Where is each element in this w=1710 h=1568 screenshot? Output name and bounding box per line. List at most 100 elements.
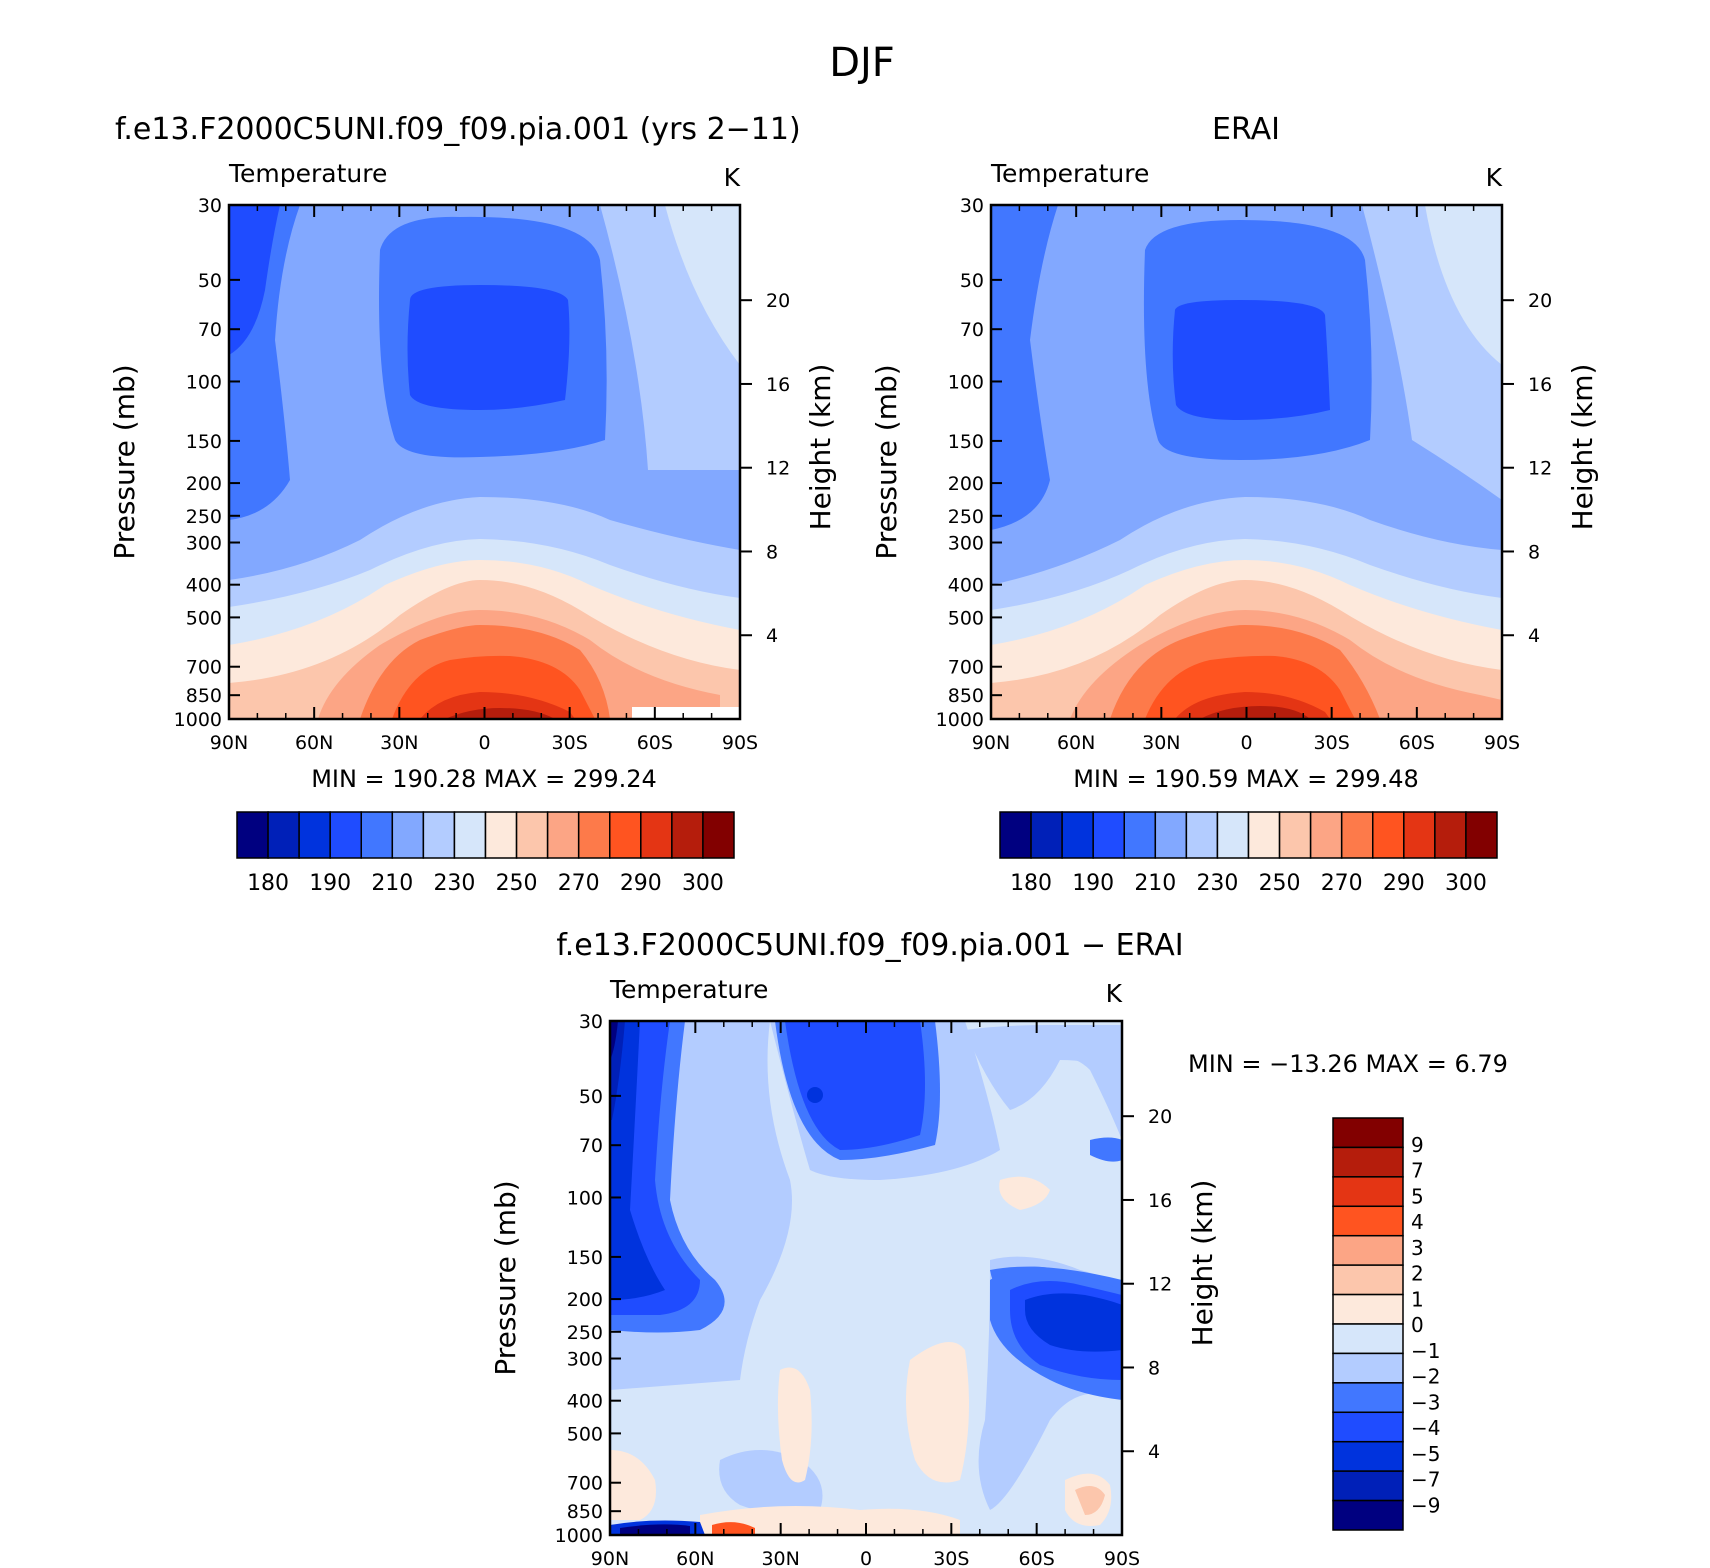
panel-diff-colorbar-label: −4 (1411, 1416, 1440, 1440)
panel-diff-y-tick-label: 70 (579, 1135, 603, 1157)
panel-diff-y2-axis-label: Height (km) (1186, 1180, 1219, 1347)
panel-obs-y-tick-label: 150 (948, 431, 984, 453)
panel-diff-variable-label: Temperature (609, 975, 768, 1004)
panel-obs-x-tick-label: 0 (1240, 732, 1252, 754)
panel-model-colorbar-label: 190 (309, 871, 351, 896)
panel-model-y-tick-label: 500 (186, 607, 222, 629)
panel-obs-y-tick-label: 50 (960, 270, 984, 292)
panel-obs-y2-tick-label: 8 (1528, 541, 1540, 563)
panel-model-colorbar-label: 290 (620, 871, 662, 896)
panel-model-y-tick-label: 30 (198, 195, 222, 217)
panel-model-y2-axis-label: Height (km) (804, 364, 837, 531)
panel-diff-y2-tick-label: 8 (1148, 1357, 1160, 1379)
panel-obs-colorbar-label: 290 (1383, 871, 1425, 896)
panel-obs-y-tick-label: 500 (948, 607, 984, 629)
panel-model-y-tick-label: 850 (186, 685, 222, 707)
panel-diff-y2-tick-label: 20 (1148, 1106, 1172, 1128)
panel-model-colorbar-swatch (702, 811, 735, 859)
panel-model-y-tick-label: 100 (186, 371, 222, 393)
panel-obs-y-tick-label: 300 (948, 533, 984, 555)
panel-diff-colorbar-label: −1 (1411, 1339, 1440, 1363)
panel-diff-colorbar-label: 1 (1411, 1287, 1424, 1311)
panel-diff-colorbar-label: 5 (1411, 1184, 1424, 1208)
panel-obs-units-label: K (1486, 163, 1503, 192)
panel-obs-colorbar-label: 230 (1196, 871, 1238, 896)
panel-diff-y2-tick-label: 16 (1148, 1190, 1172, 1212)
panel-obs-y-tick-label: 200 (948, 473, 984, 495)
panel-diff: f.e13.F2000C5UNI.f09_f09.pia.001 − ERAI … (489, 928, 1508, 1568)
panel-obs-y-tick-label: 70 (960, 319, 984, 341)
panel-obs-y2-tick-label: 20 (1528, 290, 1552, 312)
panel-model-colorbar-swatch (267, 811, 300, 859)
panel-model-colorbar-label: 300 (682, 871, 724, 896)
panel-model-colorbar-swatch (329, 811, 362, 859)
panel-obs-colorbar-label: 180 (1010, 871, 1052, 896)
panel-model-colorbar-label: 210 (371, 871, 413, 896)
panel-diff-colorbar-swatch (1332, 1176, 1404, 1208)
panel-obs-colorbar-swatch (1123, 811, 1157, 859)
panel-obs-y-axis-label: Pressure (mb) (870, 364, 903, 559)
panel-diff-colorbar-swatch (1332, 1352, 1404, 1384)
panel-model-y-tick-label: 400 (186, 575, 222, 597)
panel-model-colorbar-label: 270 (558, 871, 600, 896)
panel-diff-y-tick-label: 300 (567, 1349, 603, 1371)
panel-diff-y2-tick-label: 12 (1148, 1274, 1172, 1296)
panel-model-y2-tick-label: 20 (766, 290, 790, 312)
panel-model-y2-tick-label: 12 (766, 458, 790, 480)
panel-diff-colorbar-label: −9 (1411, 1493, 1440, 1517)
panel-model-y2-tick-label: 16 (766, 374, 790, 396)
panel-obs-colorbar-label: 250 (1259, 871, 1301, 896)
panel-diff-colorbar-label: −5 (1411, 1442, 1440, 1466)
panel-model-colorbar-label: 250 (496, 871, 538, 896)
panel-obs-y-tick-label: 1000 (936, 709, 984, 731)
panel-diff-colorbar-label: 4 (1411, 1210, 1424, 1234)
panel-obs-y-tick-label: 250 (948, 506, 984, 528)
panel-diff-colorbar-label: −3 (1411, 1390, 1440, 1414)
panel-diff-y-tick-label: 50 (579, 1086, 603, 1108)
panel-diff-y-tick-label: 30 (579, 1011, 603, 1033)
panel-model-colorbar: 180 190 210 230 250 270 290 300 (236, 811, 735, 896)
panel-obs-colorbar-label: 270 (1321, 871, 1363, 896)
panel-diff-y-tick-label: 100 (567, 1187, 603, 1209)
panel-diff-colorbar-swatch (1332, 1293, 1404, 1325)
panel-diff-y-tick-label: 200 (567, 1289, 603, 1311)
panel-model-x-tick-label: 0 (478, 732, 490, 754)
panel-obs-x-tick-label: 60N (1057, 732, 1095, 754)
panel-model-colorbar-swatch (453, 811, 487, 859)
panel-model-y-tick-label: 700 (186, 657, 222, 679)
panel-diff-colorbar-label: −2 (1411, 1365, 1440, 1389)
panel-obs-colorbar-swatch (1185, 811, 1219, 859)
panel-diff-colorbar-label: 3 (1411, 1236, 1424, 1260)
panel-model-y-tick-label: 1000 (174, 709, 222, 731)
panel-diff-stats: MIN = −13.26 MAX = 6.79 (1188, 1050, 1508, 1078)
panel-diff-units-label: K (1106, 979, 1123, 1008)
panel-diff-colorbar-swatch (1332, 1440, 1404, 1472)
panel-diff-y-tick-label: 400 (567, 1391, 603, 1413)
panel-model-colorbar-swatch (546, 811, 580, 859)
panel-obs-stats: MIN = 190.59 MAX = 299.48 (1073, 765, 1419, 793)
panel-obs-y-tick-label: 400 (948, 575, 984, 597)
panel-model-y-tick-label: 250 (186, 506, 222, 528)
panel-model-colorbar-swatch (484, 811, 518, 859)
panel-obs-y-tick-label: 30 (960, 195, 984, 217)
panel-diff-x-tick-label: 60N (676, 1548, 714, 1568)
panel-diff-colorbar-swatch (1332, 1205, 1404, 1237)
panel-diff-axes: 90N 60N 30N 0 30S 60S 90S 30 50 70 100 150 200 250 300… (489, 1011, 1219, 1568)
panel-obs-colorbar-swatch (1278, 811, 1312, 859)
figure-title: DJF (829, 40, 895, 86)
panel-diff-y-tick-label: 700 (567, 1473, 603, 1495)
panel-obs-variable-label: Temperature (990, 159, 1149, 188)
panel-diff-colorbar-swatch (1332, 1323, 1404, 1355)
panel-obs-y2-tick-label: 16 (1528, 374, 1552, 396)
panel-obs-colorbar-swatch (1340, 811, 1374, 859)
panel-model-colorbar-swatch (422, 811, 456, 859)
panel-diff-x-tick-label: 60S (1019, 1548, 1055, 1568)
panel-model-y-tick-label: 70 (198, 319, 222, 341)
panel-model-x-tick-label: 30N (380, 732, 418, 754)
panel-diff-colorbar-label: 9 (1411, 1133, 1424, 1157)
panel-obs-colorbar-swatch (999, 811, 1032, 859)
panel-obs-y2-axis-label: Height (km) (1566, 364, 1599, 531)
panel-diff-colorbar-swatch (1332, 1499, 1404, 1531)
